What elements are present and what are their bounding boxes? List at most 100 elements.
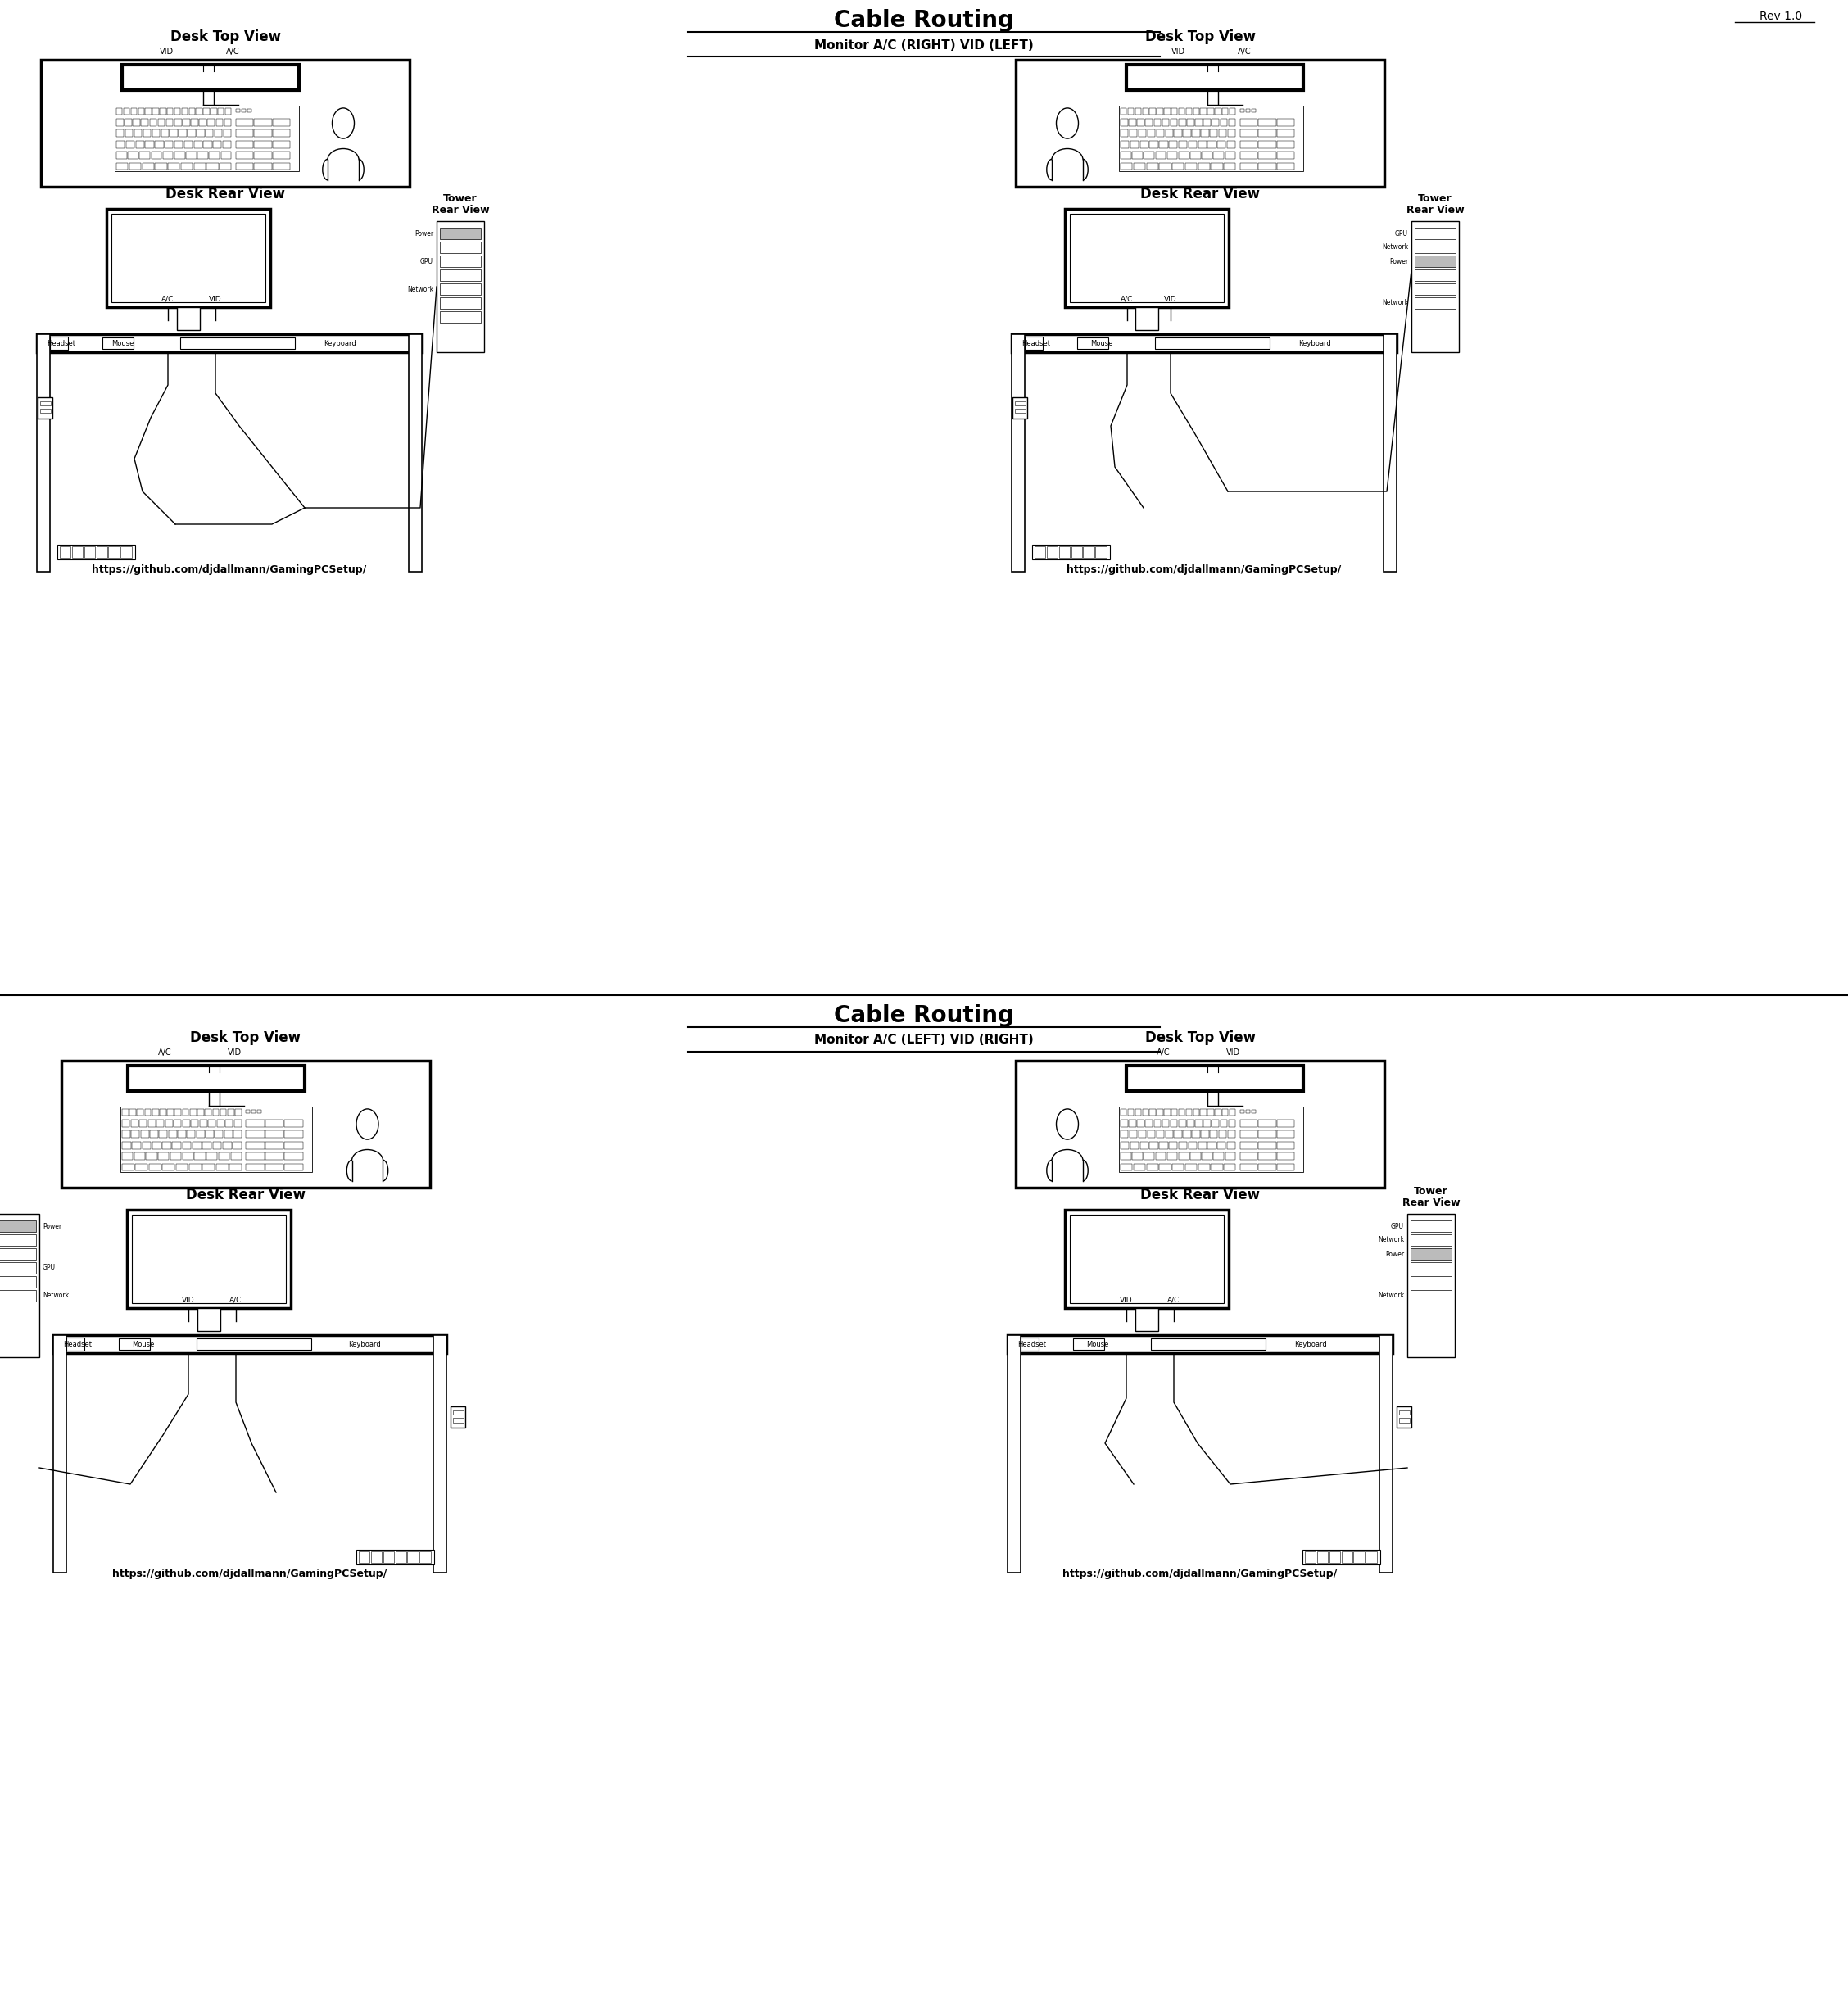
- Bar: [1329, 1552, 1340, 1564]
- Bar: [1379, 1335, 1393, 1572]
- Ellipse shape: [357, 1110, 379, 1139]
- Bar: [183, 120, 190, 125]
- Bar: [1140, 141, 1148, 147]
- Bar: [1201, 108, 1207, 116]
- Bar: [142, 129, 152, 137]
- Bar: [285, 1120, 303, 1127]
- Bar: [216, 120, 224, 125]
- Bar: [0, 1235, 37, 1245]
- Bar: [129, 163, 140, 169]
- Bar: [1185, 163, 1198, 169]
- Bar: [1120, 129, 1129, 137]
- Bar: [214, 129, 222, 137]
- Text: Headset: Headset: [63, 1341, 92, 1349]
- Bar: [1212, 120, 1220, 125]
- Bar: [1131, 141, 1138, 147]
- Text: Cable Routing: Cable Routing: [833, 1004, 1015, 1028]
- Text: Power: Power: [1386, 1251, 1404, 1257]
- Bar: [163, 1141, 172, 1149]
- Text: Rear View: Rear View: [1403, 1197, 1460, 1207]
- Bar: [1240, 1131, 1258, 1137]
- Text: A/C: A/C: [161, 295, 174, 303]
- Bar: [383, 1552, 394, 1564]
- Bar: [1013, 396, 1027, 418]
- Bar: [1135, 307, 1159, 331]
- Text: Network: Network: [1379, 1293, 1404, 1299]
- Bar: [1192, 1131, 1199, 1137]
- Text: https://github.com/djdallmann/GamingPCSetup/: https://github.com/djdallmann/GamingPCSe…: [92, 564, 366, 574]
- Text: GPU: GPU: [1395, 229, 1408, 237]
- Bar: [1153, 120, 1161, 125]
- Bar: [122, 1163, 135, 1171]
- Bar: [176, 1163, 188, 1171]
- Bar: [1135, 1309, 1159, 1331]
- Bar: [137, 1110, 144, 1116]
- Text: VID: VID: [1227, 1048, 1240, 1056]
- Bar: [0, 1277, 37, 1287]
- Bar: [118, 1339, 150, 1351]
- Bar: [1133, 1163, 1146, 1171]
- Text: Keyboard: Keyboard: [323, 339, 357, 347]
- Bar: [1164, 1110, 1170, 1116]
- Bar: [1277, 1141, 1294, 1149]
- Bar: [1146, 120, 1153, 125]
- Bar: [1258, 1153, 1275, 1159]
- Bar: [1070, 213, 1223, 303]
- Bar: [155, 141, 163, 147]
- Bar: [1129, 129, 1137, 137]
- Bar: [1227, 1141, 1236, 1149]
- Bar: [174, 151, 185, 159]
- Text: Network: Network: [1379, 1237, 1404, 1243]
- Bar: [1135, 1110, 1140, 1116]
- Bar: [190, 1110, 196, 1116]
- Bar: [205, 1110, 211, 1116]
- Bar: [453, 1410, 464, 1414]
- Bar: [159, 1110, 166, 1116]
- Bar: [1229, 108, 1236, 116]
- Bar: [164, 141, 174, 147]
- Bar: [126, 141, 135, 147]
- Bar: [237, 120, 253, 125]
- Bar: [1149, 1141, 1159, 1149]
- Bar: [150, 1131, 157, 1137]
- Bar: [1127, 108, 1135, 116]
- Bar: [159, 1153, 170, 1159]
- Bar: [1179, 1120, 1186, 1127]
- Bar: [187, 1131, 196, 1137]
- Bar: [1133, 1153, 1142, 1159]
- Text: GPU: GPU: [43, 1265, 55, 1271]
- Bar: [1179, 151, 1188, 159]
- Bar: [1305, 1552, 1316, 1564]
- Bar: [255, 120, 272, 125]
- Bar: [1179, 108, 1185, 116]
- Bar: [1035, 546, 1046, 558]
- Text: A/C: A/C: [1238, 48, 1251, 56]
- Bar: [237, 110, 240, 112]
- Bar: [1258, 1131, 1275, 1137]
- Bar: [218, 1153, 229, 1159]
- Bar: [1186, 1120, 1194, 1127]
- Bar: [1077, 337, 1109, 349]
- Bar: [1159, 1163, 1172, 1171]
- Bar: [1183, 1131, 1190, 1137]
- Bar: [1159, 141, 1168, 147]
- Bar: [1153, 1120, 1161, 1127]
- Bar: [1196, 1120, 1203, 1127]
- Bar: [1074, 1339, 1105, 1351]
- Bar: [1240, 110, 1244, 112]
- Bar: [272, 151, 290, 159]
- Bar: [1210, 1131, 1218, 1137]
- Bar: [131, 108, 137, 116]
- Bar: [150, 120, 157, 125]
- Bar: [220, 1110, 227, 1116]
- Bar: [214, 1131, 224, 1137]
- Bar: [1258, 1141, 1275, 1149]
- Bar: [1198, 1163, 1210, 1171]
- Bar: [266, 1141, 285, 1149]
- Text: A/C: A/C: [157, 1048, 172, 1056]
- Bar: [0, 1221, 37, 1231]
- Bar: [1353, 1552, 1364, 1564]
- Bar: [1277, 1153, 1294, 1159]
- Bar: [224, 141, 231, 147]
- Bar: [1198, 163, 1210, 169]
